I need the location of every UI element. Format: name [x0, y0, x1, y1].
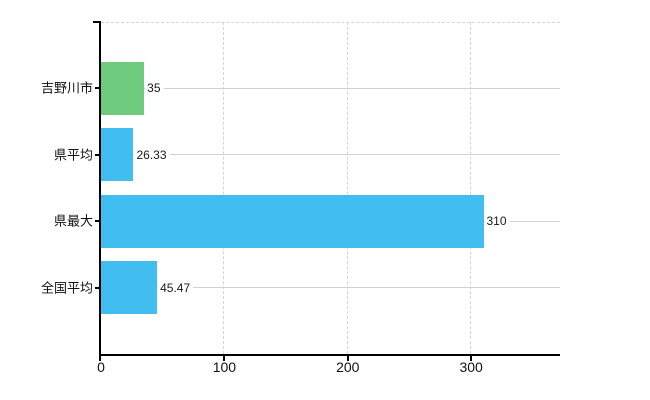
x-axis-tick — [346, 354, 349, 361]
vertical-gridline — [346, 22, 348, 354]
y-axis-tick — [95, 220, 101, 223]
category-gridline — [101, 154, 560, 156]
y-axis-tick — [95, 153, 101, 156]
y-axis-top-tick — [93, 21, 101, 23]
bar-2 — [101, 194, 484, 248]
bar-0 — [101, 61, 145, 115]
value-label-3: 45.47 — [158, 280, 194, 295]
plot-top-gridline — [101, 22, 560, 23]
y-axis-tick — [95, 87, 101, 90]
vertical-gridline — [223, 22, 225, 354]
category-gridline — [101, 287, 560, 289]
category-gridline — [101, 87, 560, 89]
category-label-2: 県最大 — [53, 213, 93, 229]
value-label-0: 35 — [145, 81, 164, 96]
plot-area: 35 26.33 310 45.47 — [99, 22, 560, 356]
x-axis-tick — [470, 354, 473, 361]
y-axis-tick — [95, 286, 101, 289]
x-axis-tick-label: 0 — [97, 359, 105, 375]
x-axis-tick-label: 100 — [212, 359, 237, 375]
vertical-gridline — [470, 22, 472, 354]
bar-3 — [101, 261, 158, 315]
value-label-1: 26.33 — [134, 147, 170, 162]
category-label-0: 吉野川市 — [40, 80, 93, 96]
bar-1 — [101, 128, 134, 182]
x-axis-tick-label: 200 — [336, 359, 360, 375]
x-axis-tick — [223, 354, 226, 361]
category-label-3: 全国平均 — [40, 280, 93, 296]
x-axis-tick-label: 300 — [459, 359, 483, 375]
category-label-1: 県平均 — [53, 147, 93, 163]
value-label-2: 310 — [484, 214, 510, 229]
x-axis-tick — [99, 354, 101, 361]
